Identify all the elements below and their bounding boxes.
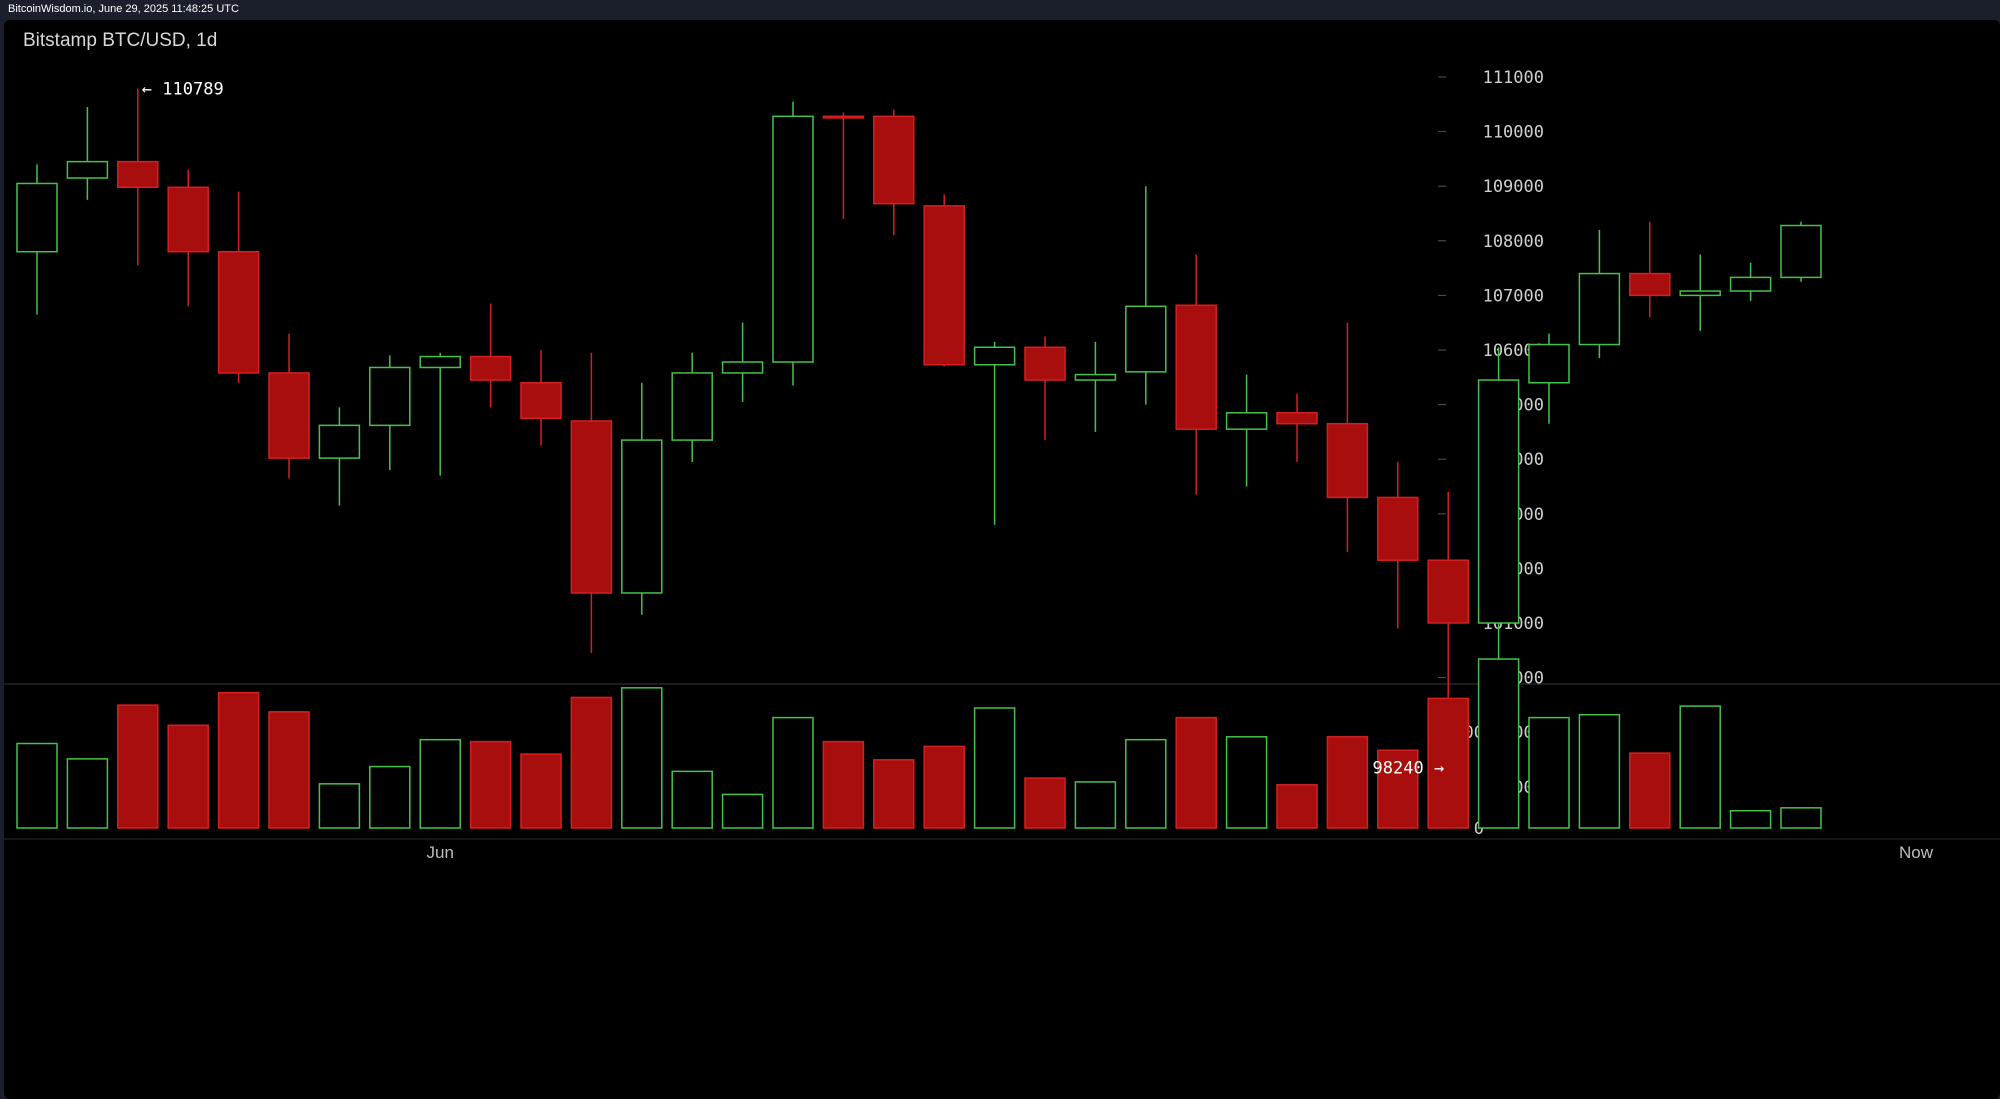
price-axis-label: 109000 bbox=[1483, 177, 1544, 197]
volume-bar-down[interactable] bbox=[822, 740, 865, 829]
candle-up[interactable] bbox=[973, 346, 1016, 366]
source-timestamp: BitcoinWisdom.io, June 29, 2025 11:48:25… bbox=[8, 3, 239, 15]
volume-bar-up[interactable] bbox=[1225, 736, 1268, 829]
volume-bar-up[interactable] bbox=[16, 742, 58, 829]
candle-up[interactable] bbox=[621, 439, 663, 594]
candle-down[interactable] bbox=[469, 355, 512, 381]
candle-up[interactable] bbox=[1074, 373, 1117, 381]
candle-down[interactable] bbox=[1175, 304, 1217, 430]
candle-down[interactable] bbox=[923, 205, 965, 366]
candle-down[interactable] bbox=[268, 372, 310, 459]
candle-down[interactable] bbox=[1427, 559, 1469, 624]
top-status-bar: BitcoinWisdom.io, June 29, 2025 11:48:25… bbox=[0, 0, 2000, 20]
price-axis-label: 107000 bbox=[1483, 286, 1544, 306]
volume-bar-down[interactable] bbox=[117, 704, 159, 829]
candle-up[interactable] bbox=[671, 372, 713, 441]
candle-down[interactable] bbox=[570, 420, 613, 594]
chart-title: Bitstamp BTC/USD, 1d bbox=[23, 30, 218, 51]
candle-down[interactable] bbox=[1326, 422, 1369, 499]
volume-bar-down[interactable] bbox=[469, 740, 512, 829]
candle-down[interactable] bbox=[1629, 272, 1671, 297]
low-price-annotation: 98240 → bbox=[1373, 759, 1445, 779]
candle-up[interactable] bbox=[16, 182, 58, 253]
candle-down[interactable] bbox=[1377, 496, 1419, 561]
candle-down[interactable] bbox=[873, 115, 915, 205]
candle-down[interactable] bbox=[822, 115, 865, 119]
volume-bar-down[interactable] bbox=[1024, 777, 1066, 829]
volume-bar-up[interactable] bbox=[671, 770, 713, 829]
volume-bar-down[interactable] bbox=[1276, 784, 1318, 829]
candle-up[interactable] bbox=[1225, 412, 1268, 430]
price-axis-label: 111000 bbox=[1483, 68, 1544, 88]
candle-up[interactable] bbox=[66, 160, 109, 179]
candle-up[interactable] bbox=[772, 115, 814, 363]
volume-bar-up[interactable] bbox=[1477, 658, 1520, 829]
candle-down[interactable] bbox=[520, 382, 562, 420]
volume-bar-up[interactable] bbox=[1528, 716, 1570, 829]
candle-up[interactable] bbox=[1729, 276, 1772, 292]
candle-up[interactable] bbox=[318, 424, 361, 459]
price-axis-label: 110000 bbox=[1483, 123, 1544, 143]
candle-down[interactable] bbox=[1276, 412, 1318, 425]
volume-bar-down[interactable] bbox=[923, 745, 965, 829]
volume-bar-up[interactable] bbox=[772, 716, 814, 829]
high-price-annotation: ← 110789 bbox=[142, 80, 224, 100]
volume-bar-down[interactable] bbox=[1629, 752, 1671, 829]
volume-bar-up[interactable] bbox=[1074, 781, 1117, 829]
volume-bar-up[interactable] bbox=[621, 687, 663, 829]
candle-up[interactable] bbox=[1528, 343, 1570, 384]
volume-bar-up[interactable] bbox=[369, 765, 411, 829]
volume-bar-up[interactable] bbox=[318, 783, 361, 829]
volume-bar-down[interactable] bbox=[1175, 716, 1217, 829]
volume-bar-down[interactable] bbox=[1326, 736, 1369, 829]
candle-up[interactable] bbox=[1578, 272, 1621, 346]
candle-up[interactable] bbox=[1477, 379, 1520, 624]
volume-bar-down[interactable] bbox=[1427, 697, 1469, 829]
volume-bar-down[interactable] bbox=[520, 753, 562, 829]
volume-bar-up[interactable] bbox=[1729, 809, 1772, 829]
candle-down[interactable] bbox=[117, 160, 159, 189]
volume-bar-up[interactable] bbox=[1125, 738, 1167, 829]
date-axis-label: Jun bbox=[426, 843, 453, 862]
chart-panel[interactable]: 9800099000100000101000102000103000104000… bbox=[4, 20, 2000, 1099]
candle-up[interactable] bbox=[1125, 305, 1167, 373]
volume-bar-down[interactable] bbox=[570, 696, 613, 829]
volume-bar-up[interactable] bbox=[1679, 705, 1721, 829]
volume-bar-up[interactable] bbox=[973, 707, 1016, 829]
volume-bar-up[interactable] bbox=[66, 758, 109, 829]
volume-bar-down[interactable] bbox=[217, 691, 260, 829]
candle-down[interactable] bbox=[167, 186, 209, 253]
volume-bar-down[interactable] bbox=[268, 711, 310, 829]
volume-axis-label: 0 bbox=[1474, 819, 1484, 839]
candle-down[interactable] bbox=[1024, 346, 1066, 381]
candle-up[interactable] bbox=[1780, 224, 1822, 279]
candlestick-chart[interactable]: 9800099000100000101000102000103000104000… bbox=[4, 20, 2000, 1099]
candle-up[interactable] bbox=[1679, 290, 1721, 297]
volume-bar-down[interactable] bbox=[1377, 749, 1419, 829]
date-axis-label: Now bbox=[1899, 843, 1934, 862]
candle-up[interactable] bbox=[419, 355, 461, 369]
price-axis-label: 108000 bbox=[1483, 232, 1544, 252]
candle-down[interactable] bbox=[217, 250, 260, 374]
volume-bar-up[interactable] bbox=[419, 738, 461, 829]
volume-bar-up[interactable] bbox=[1578, 713, 1621, 829]
volume-bar-down[interactable] bbox=[167, 724, 209, 829]
volume-bar-up[interactable] bbox=[1780, 807, 1822, 829]
volume-bar-up[interactable] bbox=[721, 793, 764, 829]
candle-up[interactable] bbox=[369, 366, 411, 427]
volume-bar-down[interactable] bbox=[873, 759, 915, 829]
candle-up[interactable] bbox=[721, 361, 764, 374]
